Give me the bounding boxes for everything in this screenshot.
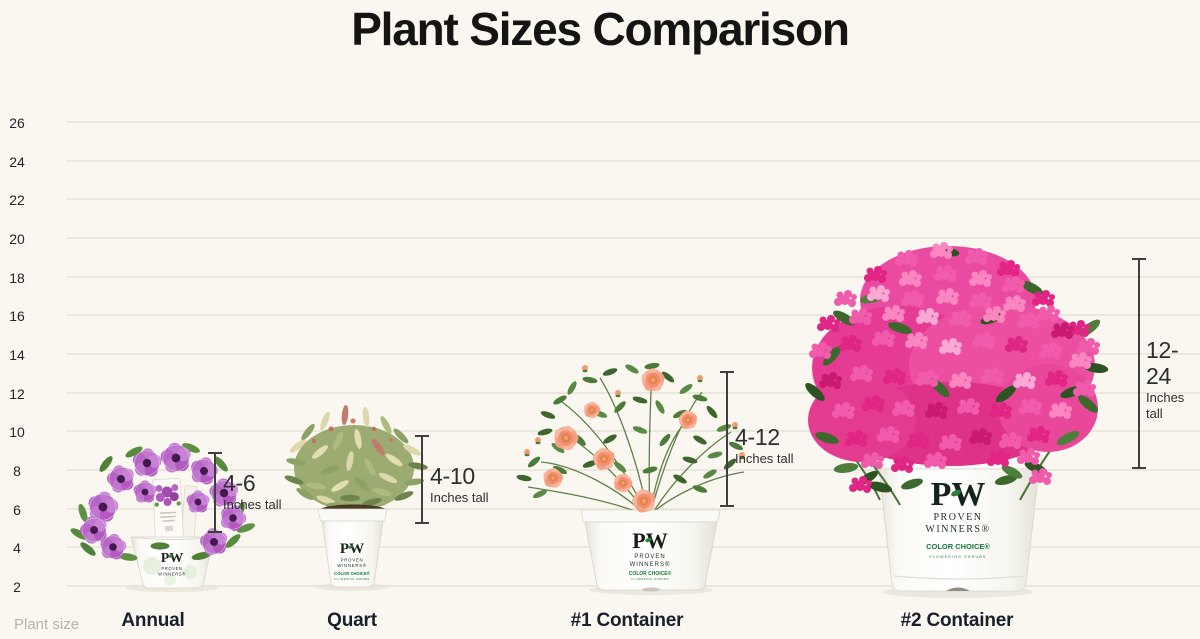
- pot-logo-pw: PW: [161, 551, 184, 566]
- weigela-mass: [808, 246, 1098, 466]
- height-unit: Inches tall: [223, 497, 282, 512]
- y-tick-label: 24: [9, 154, 25, 170]
- gridline: 16: [9, 308, 1200, 324]
- plant-quart: PW PROVEN WINNERS® COLOR CHOICE® FLOWERI…: [283, 404, 429, 591]
- pot-text-proven: PROVEN: [161, 566, 182, 571]
- rose-buds: [524, 365, 745, 460]
- plant-container1: PW PROVEN WINNERS® COLOR CHOICE® FLOWERI…: [516, 361, 745, 595]
- chart-title: Plant Sizes Comparison: [351, 3, 850, 55]
- pot-text-winners: WINNERS®: [337, 563, 367, 568]
- y-tick-label: 26: [9, 115, 25, 131]
- gridline: 12: [9, 386, 1200, 402]
- height-range: 4-12: [735, 424, 780, 450]
- pot-logo-pw: PW: [340, 541, 364, 557]
- gridline: 2: [13, 579, 1200, 595]
- gridline: 24: [9, 154, 1200, 170]
- category-label-container2: #2 Container: [900, 610, 1014, 631]
- measure-line-container1: [720, 371, 734, 507]
- y-tick-label: 10: [9, 424, 25, 440]
- quart-foliage-base: [294, 425, 414, 511]
- pot-text-colorchoice: COLOR CHOICE®: [334, 571, 371, 576]
- pw-leaf-icon: [168, 554, 174, 558]
- gridline: 20: [9, 231, 1200, 247]
- gridline: 14: [9, 347, 1200, 363]
- pot-text-winners: WINNERS®: [630, 561, 671, 568]
- pot-text-colorchoice: COLOR CHOICE®: [629, 570, 672, 577]
- y-tick-label: 22: [9, 192, 25, 208]
- pot-shadow: [882, 586, 1034, 598]
- y-tick-label: 8: [13, 463, 21, 479]
- height-range: 12-24: [1146, 337, 1179, 389]
- measure-line-annual: [208, 452, 222, 533]
- y-tick-label: 2: [13, 579, 21, 595]
- y-tick-label: 14: [9, 347, 25, 363]
- quart-pot-rim: [317, 508, 388, 522]
- pot-text-proven: PROVEN: [341, 558, 364, 563]
- pot-text-proven: PROVEN: [634, 554, 665, 560]
- y-tick-label: 6: [13, 502, 21, 518]
- pot-logo-pw: PW: [632, 528, 667, 553]
- measure-label-container2: 12-24 Inches tall: [1146, 337, 1200, 422]
- y-tick-label: 4: [13, 540, 21, 556]
- category-label-quart: Quart: [327, 610, 377, 631]
- height-unit: Inches tall: [430, 490, 489, 505]
- height-range: 4-6: [223, 470, 256, 496]
- x-axis-label: Plant size: [14, 616, 80, 633]
- quart-pot: [321, 520, 384, 588]
- measure-label-container1: 4-12 Inches tall: [735, 424, 794, 467]
- gridline: 4: [13, 540, 1200, 556]
- container1-pot: [584, 521, 718, 591]
- category-label-annual: Annual: [121, 610, 185, 631]
- y-tick-label: 20: [9, 231, 25, 247]
- measure-label-annual: 4-6 Inches tall: [223, 470, 282, 513]
- measure-line-container2: [1132, 258, 1146, 469]
- pot-text-winners: WINNERS®: [158, 572, 186, 577]
- pot-text-winners: WINNERS®: [925, 524, 990, 535]
- pw-leaf-icon: [951, 489, 961, 497]
- weigela-clusters: [809, 242, 1100, 493]
- container2-pot: [878, 468, 1040, 592]
- pot-text-proven: PROVEN: [933, 512, 982, 523]
- quart-foliage: [283, 404, 429, 511]
- container1-pot-rim: [580, 509, 721, 523]
- weigela-leaves: [802, 246, 1109, 495]
- gridline: 18: [9, 270, 1200, 286]
- pot-text-flowering: FLOWERING SHRUBS: [631, 577, 668, 581]
- y-tick-label: 16: [9, 308, 25, 324]
- soil: [319, 504, 387, 518]
- y-tick-label: 12: [9, 386, 25, 402]
- y-tick-label: 18: [9, 270, 25, 286]
- gridline: 22: [9, 192, 1200, 208]
- weigela-stems: [847, 447, 1053, 506]
- measure-label-quart: 4-10 Inches tall: [430, 463, 489, 506]
- gridline: 10: [9, 424, 1200, 440]
- height-unit: Inches tall: [1146, 390, 1185, 421]
- gridline: 26: [9, 115, 1200, 131]
- plant-annual: PW PROVEN WINNERS®: [68, 440, 257, 592]
- height-unit: Inches tall: [735, 451, 794, 466]
- height-range: 4-10: [430, 463, 475, 489]
- annual-pot: [130, 536, 215, 589]
- pot-text-flowering: FLOWERING SHRUBS: [930, 555, 987, 559]
- plant-tag: [180, 485, 199, 541]
- measure-line-quart: [415, 435, 429, 524]
- pw-leaf-icon: [645, 537, 652, 543]
- rose-blooms: [541, 368, 699, 515]
- container2-pot-rim: [874, 454, 1043, 470]
- plant-container2: PW PROVEN WINNERS® COLOR CHOICE® FLOWERI…: [802, 242, 1109, 598]
- pot-text-flowering: FLOWERING SHRUBS: [334, 577, 369, 581]
- category-label-container1: #1 Container: [570, 610, 684, 631]
